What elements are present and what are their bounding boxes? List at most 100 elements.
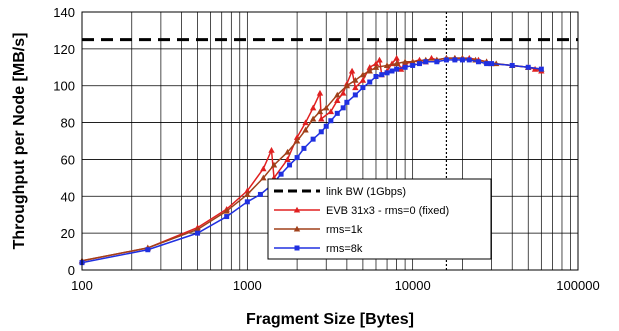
data-point [359, 71, 367, 78]
data-point [443, 57, 449, 63]
data-point [394, 66, 400, 72]
reference-lines [82, 12, 578, 270]
data-point [284, 148, 291, 155]
data-point [373, 74, 379, 79]
data-point [344, 99, 350, 105]
y-tick-label: 80 [61, 116, 75, 131]
plot-area-frame [81, 11, 579, 271]
data-point [323, 123, 329, 129]
y-tick-label: 100 [53, 79, 75, 94]
data-point [393, 54, 400, 61]
x-tick-label: 1000 [233, 278, 262, 293]
data-point [260, 174, 267, 181]
data-point [323, 104, 330, 111]
y-axis-title: Throughput per Node [MB/s] [11, 33, 28, 250]
data-point [278, 171, 284, 177]
data-point [367, 79, 373, 85]
y-tick-label: 60 [61, 152, 75, 167]
data-point [489, 61, 495, 67]
data-point [383, 62, 391, 69]
data-point [195, 230, 201, 236]
data-point [538, 66, 544, 72]
data-point [309, 115, 317, 122]
data-point [366, 67, 373, 74]
data-point [287, 162, 293, 168]
y-tick-label: 120 [53, 42, 75, 57]
data-point [409, 58, 416, 65]
data-point [360, 85, 366, 91]
data-point [223, 207, 230, 214]
data-point [372, 64, 380, 70]
data-point [316, 108, 324, 115]
data-point [327, 108, 335, 115]
y-tick-label: 20 [61, 226, 75, 241]
data-point [384, 70, 390, 76]
data-point [328, 118, 334, 124]
legend-item: rms=1k [274, 224, 363, 236]
legend-label: rms=1k [326, 224, 363, 236]
data-point [309, 104, 317, 111]
data-point [318, 115, 325, 122]
data-point [224, 214, 230, 220]
data-point [334, 91, 341, 98]
y-tick-label: 40 [61, 189, 75, 204]
data-point [293, 206, 301, 213]
legend-label: rms=8k [326, 243, 363, 255]
data-point [339, 89, 347, 96]
data-point [294, 155, 300, 161]
data-point [417, 61, 423, 67]
x-axis-title: Fragment Size [Bytes] [246, 311, 414, 328]
data-point [379, 72, 385, 78]
data-point [293, 225, 301, 232]
data-point [402, 64, 408, 70]
data-point [393, 60, 400, 67]
series-layer [78, 54, 545, 266]
data-point [401, 58, 409, 65]
data-point [352, 92, 358, 98]
data-point [268, 147, 275, 153]
data-point [194, 226, 201, 233]
data-point [318, 129, 324, 135]
data-point [302, 119, 309, 126]
data-point [366, 64, 373, 70]
y-axis-ticks: 0 20 40 60 80 100 120 140 [53, 5, 75, 278]
y-tick-label: 140 [53, 5, 75, 20]
legend-label: EVB 31x3 - rms=0 (fixed) [326, 205, 449, 217]
data-point [389, 68, 395, 74]
data-point [260, 165, 267, 172]
data-point [343, 82, 351, 89]
data-point [466, 57, 472, 63]
series-2 [79, 57, 544, 266]
x-axis-ticks: 100 1000 10000 100000 [71, 278, 600, 293]
legend-label: link BW (1Gbps) [326, 186, 406, 198]
data-point [423, 59, 429, 65]
data-point [348, 67, 356, 74]
data-point [244, 199, 250, 205]
legend: link BW (1Gbps) EVB 31x3 - rms=0 (fixed) r… [267, 178, 492, 260]
data-point [302, 126, 309, 133]
data-point [301, 145, 307, 151]
data-point [145, 247, 151, 253]
data-point [452, 57, 458, 63]
data-point [434, 59, 440, 65]
data-point [294, 245, 300, 251]
data-point [352, 84, 359, 91]
x-tick-label: 10000 [395, 278, 431, 293]
data-point [310, 136, 316, 142]
data-point [509, 62, 515, 68]
legend-item: EVB 31x3 - rms=0 (fixed) [274, 205, 449, 217]
legend-item: rms=8k [274, 243, 363, 255]
data-point [334, 97, 341, 104]
data-point [257, 191, 263, 197]
data-point [316, 89, 324, 96]
y-tick-label: 0 [68, 263, 75, 278]
data-point [372, 60, 380, 67]
data-point [410, 62, 416, 68]
data-point [484, 61, 490, 67]
data-point [376, 56, 383, 63]
x-tick-label: 100000 [556, 278, 599, 293]
data-point [525, 64, 531, 70]
data-point [459, 57, 465, 63]
data-point [359, 76, 367, 83]
